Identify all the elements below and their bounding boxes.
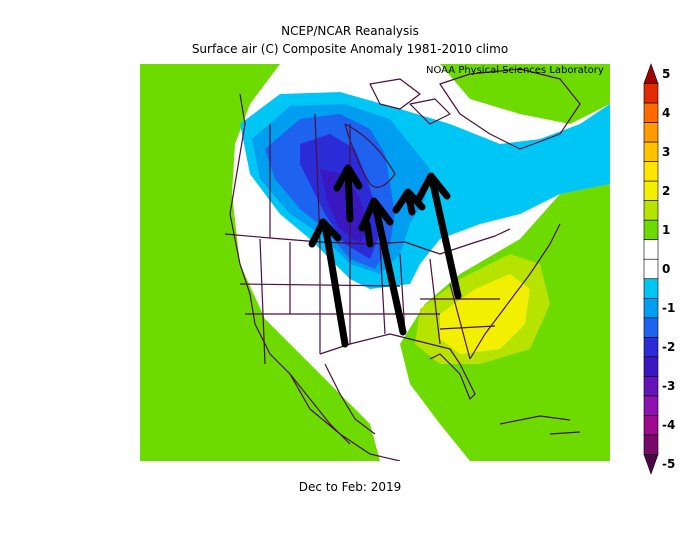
arrow-1 xyxy=(308,218,349,348)
arrows xyxy=(308,164,462,348)
colorbar-cell xyxy=(643,454,659,475)
colorbar: 5 4 3 2 1 0 -1 -2 -3 -4 -5 xyxy=(643,63,675,475)
colorbar-cell xyxy=(643,161,659,182)
map-boundaries xyxy=(224,68,581,461)
colorbar-cell xyxy=(643,200,659,221)
arrow-5 xyxy=(363,220,374,248)
colorbar-tick-label: 3 xyxy=(662,145,670,159)
colorbar-cell xyxy=(643,83,659,104)
colorbar-cell xyxy=(643,239,659,260)
colorbar-cell xyxy=(643,337,659,358)
colorbar-labels: 5 4 3 2 1 0 -1 -2 -3 -4 -5 xyxy=(662,67,675,471)
colorbar-cell xyxy=(643,63,659,84)
arrow-6 xyxy=(392,188,426,216)
colorbar-tick-label: 2 xyxy=(662,184,670,198)
anomaly-map xyxy=(140,64,610,461)
colorbar-cell xyxy=(643,434,659,455)
colorbar-cell xyxy=(643,317,659,338)
colorbar-cell xyxy=(643,356,659,377)
colorbar-tick-label: -2 xyxy=(662,340,675,354)
positive-anomaly-southeast-core xyxy=(440,274,530,354)
colorbar-cell xyxy=(643,258,659,280)
colorbar-cell xyxy=(643,102,659,123)
colorbar-tick-label: 0 xyxy=(662,262,670,276)
colorbar-cell xyxy=(643,415,659,436)
colorbar-cell xyxy=(643,395,659,416)
colorbar-tick-label: 4 xyxy=(662,106,670,120)
colorbar-cell xyxy=(643,180,659,201)
credit-label: NOAA Physical Sciences Laboratory xyxy=(426,65,604,76)
arrow-3 xyxy=(358,197,407,336)
chart-subtitle: Surface air (C) Composite Anomaly 1981-2… xyxy=(191,42,509,56)
chart-title: NCEP/NCAR Reanalysis xyxy=(281,24,419,38)
colorbar-cells xyxy=(643,63,659,475)
colorbar-tick-label: 5 xyxy=(662,67,670,81)
colorbar-cell xyxy=(643,122,659,143)
colorbar-cell xyxy=(643,278,659,299)
negative-anomaly-core-deep xyxy=(320,169,368,244)
colorbar-tick-label: -4 xyxy=(662,418,675,432)
colorbar-cell xyxy=(643,376,659,397)
colorbar-tick-label: -1 xyxy=(662,301,675,315)
colorbar-tick-label: -3 xyxy=(662,379,675,393)
colorbar-cell xyxy=(643,219,659,241)
colorbar-tick-label: -5 xyxy=(662,457,675,471)
positive-anomaly-alaska xyxy=(140,64,260,109)
colorbar-cell xyxy=(643,141,659,162)
period-label: Dec to Feb: 2019 xyxy=(298,480,402,494)
positive-anomaly-west xyxy=(140,64,380,461)
positive-anomaly-greenland xyxy=(440,64,610,124)
colorbar-cell xyxy=(643,297,659,319)
arrow-2 xyxy=(333,164,363,223)
arrow-4 xyxy=(414,172,462,300)
colorbar-tick-label: 1 xyxy=(662,223,670,237)
